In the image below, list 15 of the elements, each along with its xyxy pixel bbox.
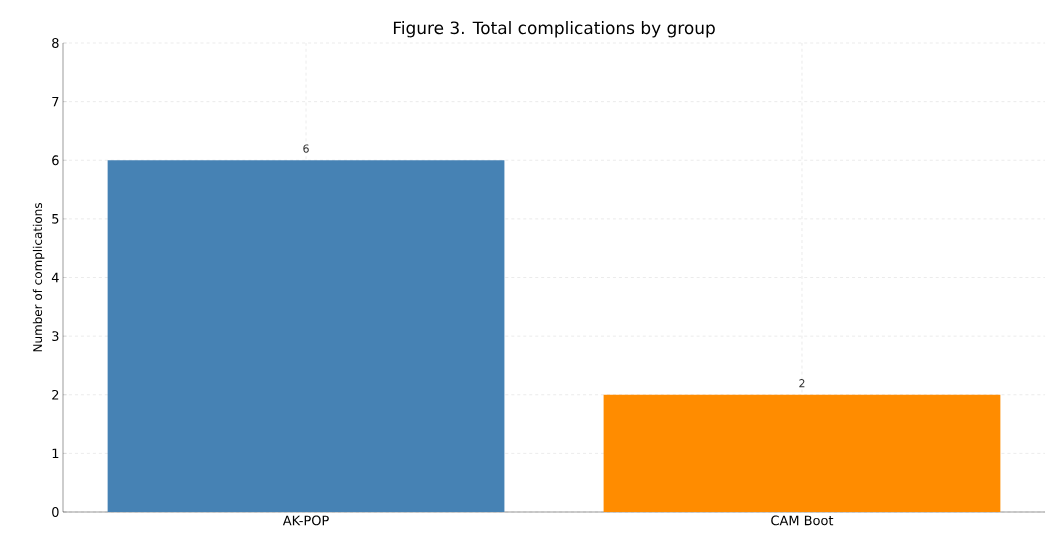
y-tick-label: 1 bbox=[52, 448, 59, 459]
y-tick-label: 5 bbox=[52, 214, 59, 224]
chart-title: Figure 3. Total complications by group bbox=[393, 21, 715, 38]
y-tick-label: 3 bbox=[52, 331, 59, 342]
y-axis-title: Number of complications bbox=[32, 203, 45, 352]
y-tick-label: 6 bbox=[52, 155, 59, 166]
y-tick-label: 2 bbox=[52, 389, 59, 400]
data-label: 2 bbox=[799, 379, 805, 388]
x-tick-label: AK-POP bbox=[282, 515, 329, 526]
y-tick-label: 8 bbox=[52, 38, 59, 48]
y-tick-label: 0 bbox=[52, 507, 59, 517]
y-tick-label: 4 bbox=[51, 272, 59, 283]
y-tick-label: 7 bbox=[52, 96, 59, 107]
data-label: 6 bbox=[303, 144, 309, 153]
x-tick-label: CAM Boot bbox=[771, 515, 834, 526]
